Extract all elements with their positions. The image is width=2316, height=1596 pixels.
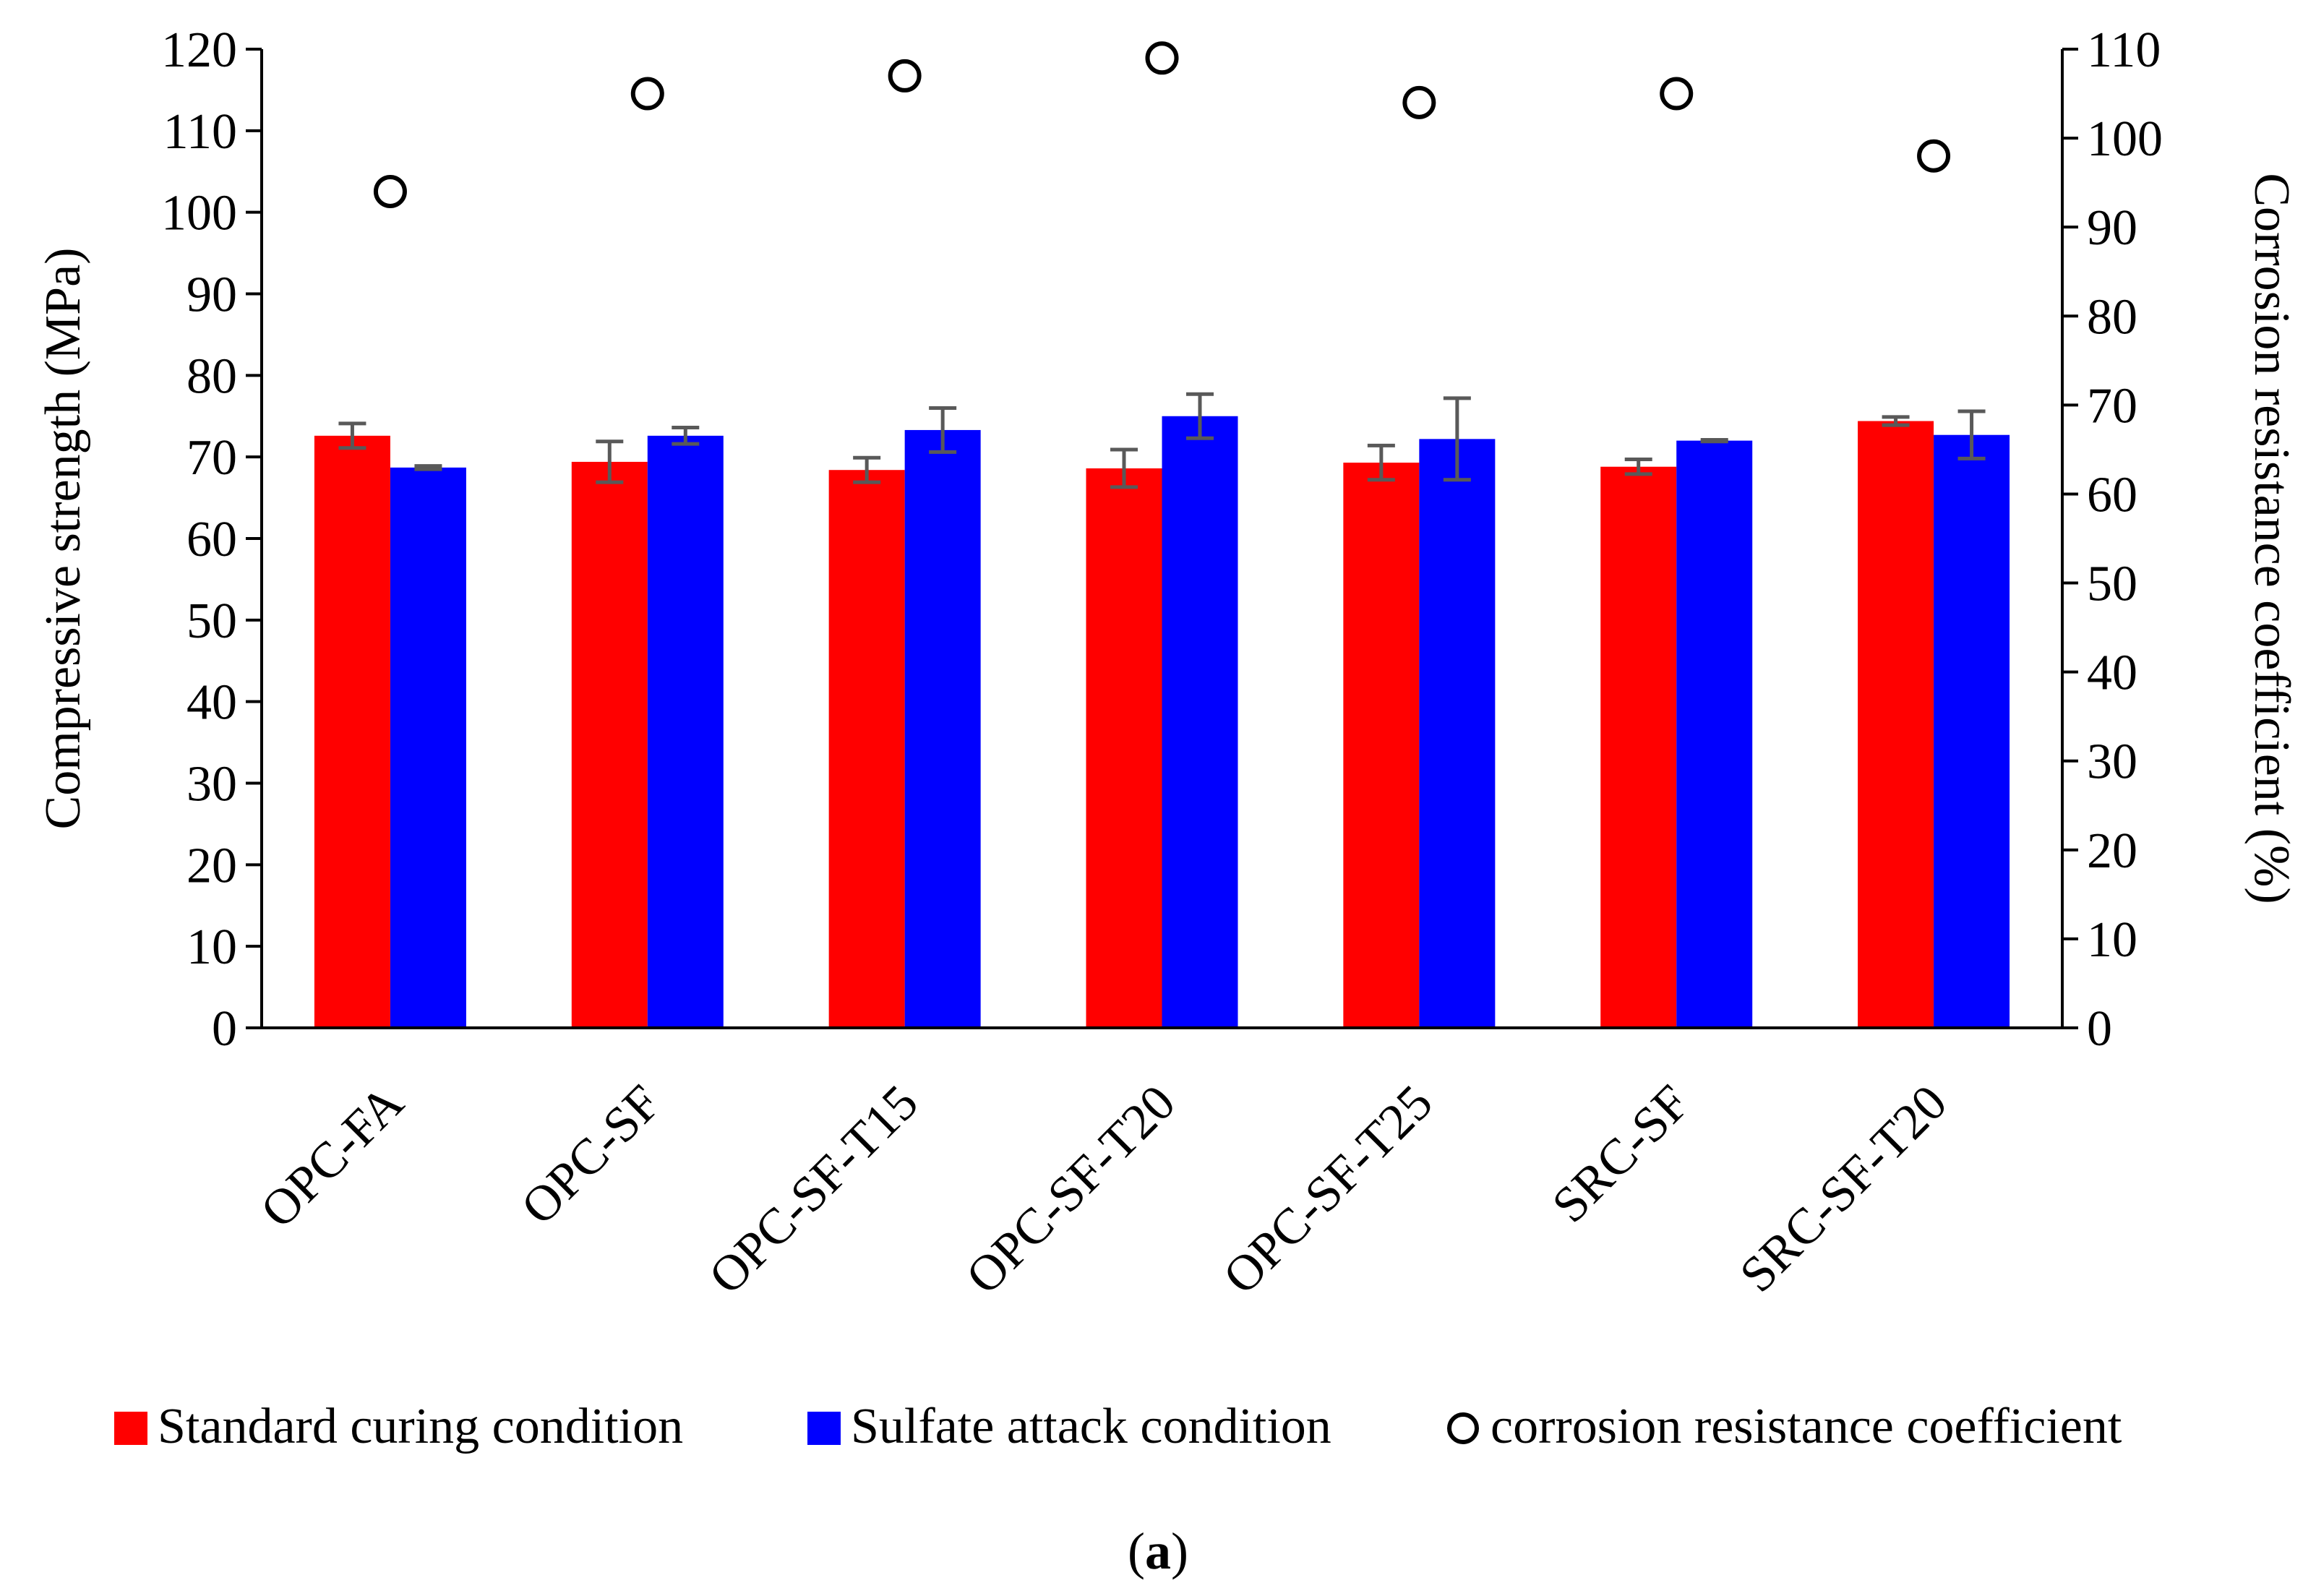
standard-curing-bar-src-sf-t20 (1858, 421, 1934, 1028)
y-right-tick-label-2: 20 (2087, 823, 2137, 879)
x-axis-ticks: OPC-FA OPC-SF OPC-SF-T15 OPC-SF-T20 OPC-SF-T… (250, 1075, 1957, 1305)
x-tick-label-opc-sf-t15: OPC-SF-T15 (698, 1075, 928, 1305)
y-left-tick-label-8: 80 (186, 348, 237, 404)
legend-label-corrosion: corrosion resistance coefficient (1491, 1399, 2122, 1454)
y-right-tick-label-11: 110 (2087, 22, 2161, 78)
y-right-tick-label-3: 30 (2087, 734, 2137, 790)
x-tick-label-src-sf: SRC-SF (1542, 1075, 1701, 1234)
standard-curing-bar-opc-sf (571, 461, 648, 1028)
standard-curing-bar-src-sf (1600, 466, 1677, 1028)
y-right-tick-label-4: 40 (2087, 645, 2137, 701)
standard-curing-error-bar-opc-sf-t15 (853, 455, 881, 484)
standard-curing-error-bar-opc-fa (338, 421, 366, 450)
sulfate-attack-error-bar-opc-sf-t15 (929, 406, 957, 454)
x-tick-label-src-sf-t20: SRC-SF-T20 (1730, 1075, 1958, 1303)
caption-open-paren: ( (1128, 1522, 1145, 1580)
y-left-tick-label-5: 50 (186, 593, 237, 649)
y-left-tick-label-10: 100 (161, 186, 237, 241)
legend: Standard curing condition Sulfate attack… (114, 1399, 2122, 1454)
sulfate-attack-bar-opc-sf-t25 (1419, 439, 1496, 1028)
standard-curing-bar-opc-sf-t20 (1086, 468, 1162, 1028)
caption-close-paren: ) (1171, 1522, 1188, 1580)
y-left-tick-label-1: 10 (186, 919, 237, 975)
x-tick-label-opc-sf: OPC-SF (511, 1075, 672, 1235)
y-right-tick-label-7: 70 (2087, 378, 2137, 434)
standard-curing-error-bar-opc-sf (596, 439, 624, 484)
y-right-tick-label-0: 0 (2087, 1001, 2112, 1057)
sulfate-attack-error-bar-opc-sf-t25 (1443, 396, 1471, 482)
y-right-tick-label-1: 10 (2087, 912, 2137, 968)
sulfate-attack-bar-src-sf-t20 (1934, 434, 2010, 1028)
corrosion-point-opc-sf-t15 (888, 59, 922, 93)
y-right-tick-label-10: 100 (2087, 111, 2163, 167)
sulfate-attack-error-bar-src-sf (1700, 437, 1728, 444)
sulfate-attack-bar-opc-sf-t20 (1162, 416, 1238, 1028)
y-axis-right-label: Corrosion resistance coefficient (%) (2244, 173, 2299, 904)
sulfate-attack-error-bar-src-sf-t20 (1957, 409, 1986, 460)
corrosion-point-opc-sf-t25 (1402, 85, 1436, 119)
sulfate-attack-bar-src-sf (1676, 440, 1753, 1028)
sulfate-attack-bar-opc-sf (647, 435, 724, 1028)
x-tick-label-opc-sf-t25: OPC-SF-T25 (1213, 1075, 1443, 1305)
standard-curing-bar-opc-sf-t15 (828, 470, 905, 1028)
standard-curing-bars (314, 421, 1934, 1028)
corrosion-point-src-sf (1660, 77, 1694, 111)
standard-curing-error-bar-opc-sf-t20 (1110, 447, 1138, 489)
legend-label-sulfate: Sulfate attack condition (851, 1399, 1331, 1454)
sulfate-attack-error-bar-opc-sf-t20 (1186, 392, 1214, 440)
y-left-tick-label-0: 0 (212, 1001, 237, 1057)
sulfate-attack-error-bar-opc-sf (672, 426, 700, 446)
sulfate-attack-bar-opc-sf-t15 (904, 429, 981, 1028)
y-left-tick-label-4: 40 (186, 675, 237, 731)
y-right-tick-label-6: 60 (2087, 467, 2137, 523)
sulfate-attack-bar-opc-fa (390, 467, 466, 1028)
y-right-tick-label-8: 80 (2087, 289, 2137, 345)
error-bars-overlay (338, 392, 1986, 489)
y-left-tick-label-3: 30 (186, 757, 237, 812)
y-right-tick-label-5: 50 (2087, 557, 2137, 612)
legend-marker-corrosion (1447, 1412, 1479, 1444)
standard-curing-error-bar-src-sf-t20 (1882, 415, 1910, 427)
standard-curing-bar-opc-sf-t25 (1343, 463, 1420, 1028)
y-left-tick-label-12: 120 (161, 22, 237, 78)
legend-swatch-sulfate (807, 1412, 841, 1445)
y-axis-left-ticks: 0 10 20 30 40 50 60 70 80 90 100 110 120 (161, 22, 262, 1057)
legend-swatch-standard (114, 1412, 147, 1445)
y-left-tick-label-11: 110 (163, 104, 237, 160)
caption-letter: a (1145, 1522, 1171, 1580)
y-axis-right-ticks: 0 10 20 30 40 50 60 70 80 90 100 110 (2062, 22, 2163, 1057)
y-left-tick-label-6: 60 (186, 512, 237, 567)
sulfate-attack-error-bar-opc-fa (414, 464, 442, 471)
sulfate-attack-bars (390, 416, 2010, 1028)
y-left-tick-label-2: 20 (186, 838, 237, 893)
corrosion-point-opc-sf (630, 77, 664, 111)
y-right-tick-label-9: 90 (2087, 200, 2137, 256)
standard-curing-bar-opc-fa (314, 435, 390, 1028)
corrosion-point-src-sf-t20 (1917, 139, 1951, 173)
y-left-tick-label-9: 90 (186, 267, 237, 323)
x-tick-label-opc-fa: OPC-FA (250, 1075, 414, 1239)
standard-curing-error-bar-opc-sf-t25 (1367, 443, 1395, 482)
figure-caption: (a) (1128, 1522, 1188, 1580)
legend-label-standard: Standard curing condition (158, 1399, 683, 1454)
y-axis-left-label: Compressive strength (MPa) (35, 248, 91, 830)
corrosion-coefficient-points (373, 41, 1951, 208)
corrosion-point-opc-fa (373, 174, 407, 208)
x-tick-label-opc-sf-t20: OPC-SF-T20 (956, 1075, 1185, 1305)
standard-curing-error-bar-src-sf (1624, 458, 1652, 476)
corrosion-point-opc-sf-t20 (1145, 41, 1179, 75)
y-left-tick-label-7: 70 (186, 430, 237, 486)
